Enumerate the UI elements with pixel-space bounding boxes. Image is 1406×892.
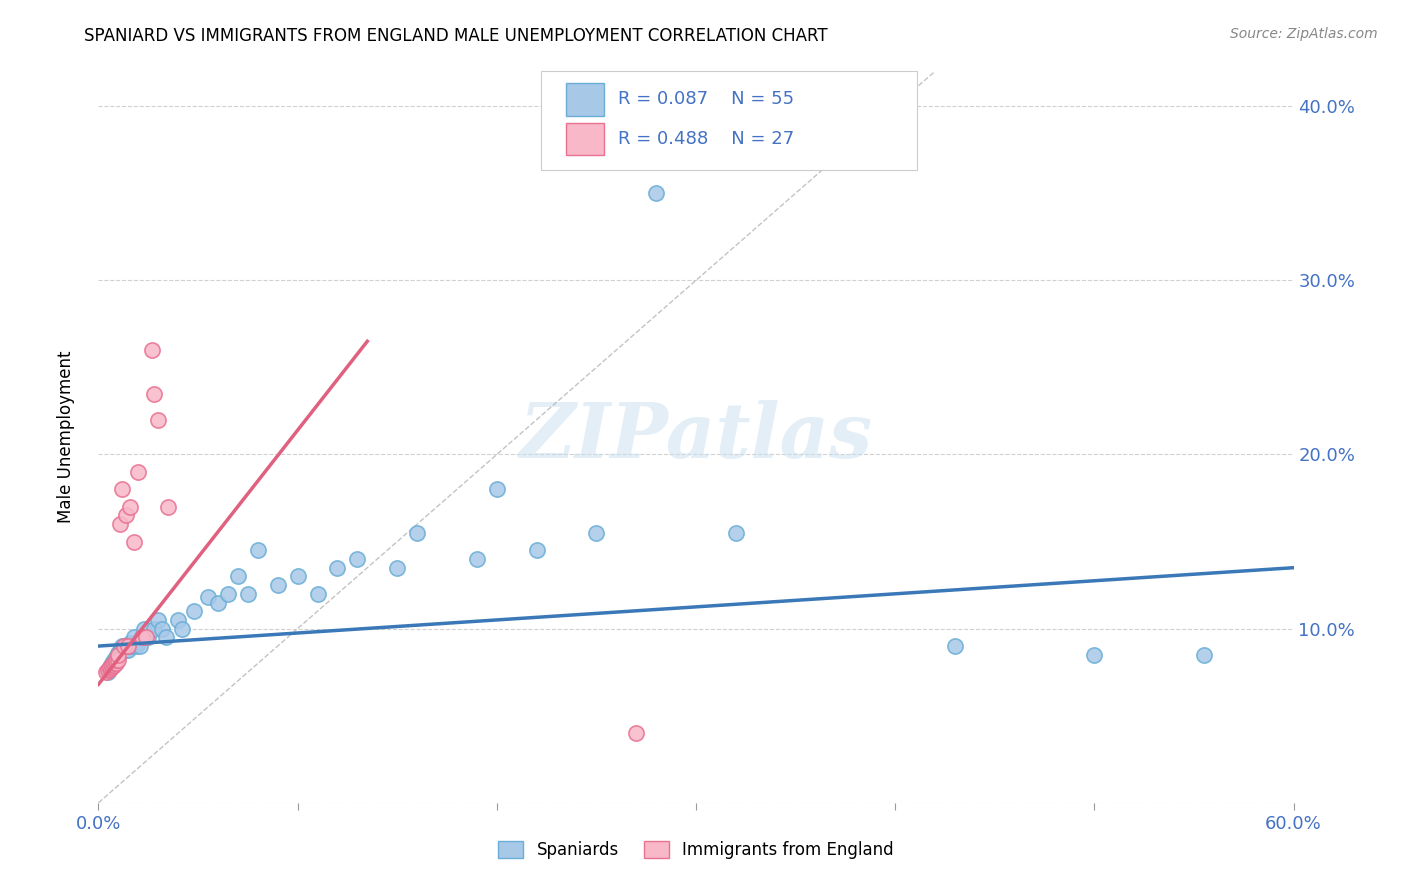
Point: [112, 639, 135, 653]
Point: [124, 635, 146, 649]
Point: [105, 657, 128, 671]
Point: [105, 653, 128, 667]
Point: [246, 543, 269, 558]
Point: [124, 534, 146, 549]
Point: [465, 552, 488, 566]
FancyBboxPatch shape: [565, 123, 605, 155]
Point: [143, 622, 166, 636]
Point: [107, 646, 129, 660]
Point: [141, 343, 163, 357]
Text: R = 0.087    N = 55: R = 0.087 N = 55: [619, 90, 794, 109]
Point: [127, 635, 149, 649]
Point: [226, 569, 249, 583]
Point: [111, 639, 134, 653]
Point: [346, 552, 368, 566]
Point: [485, 483, 508, 497]
Point: [157, 500, 180, 514]
Point: [117, 639, 139, 653]
Point: [97, 664, 120, 678]
Point: [526, 543, 548, 558]
Point: [101, 658, 124, 673]
Point: [183, 604, 205, 618]
Point: [136, 631, 159, 645]
Point: [217, 587, 239, 601]
Text: R = 0.488    N = 27: R = 0.488 N = 27: [619, 130, 794, 148]
Point: [115, 642, 138, 657]
Point: [406, 525, 429, 540]
Point: [167, 613, 190, 627]
Point: [110, 517, 132, 532]
Point: [585, 525, 607, 540]
Point: [127, 465, 149, 479]
Text: Source: ZipAtlas.com: Source: ZipAtlas.com: [1230, 27, 1378, 41]
Point: [111, 642, 134, 657]
Point: [120, 635, 142, 649]
Point: [101, 660, 124, 674]
Point: [626, 726, 648, 740]
Text: ZIPatlas: ZIPatlas: [519, 401, 873, 474]
Point: [129, 639, 152, 653]
Point: [111, 483, 134, 497]
Point: [117, 639, 139, 653]
Point: [103, 658, 125, 673]
Point: [724, 525, 747, 540]
Point: [148, 412, 170, 426]
Point: [103, 653, 125, 667]
Legend: Spaniards, Immigrants from England: Spaniards, Immigrants from England: [489, 833, 903, 868]
Point: [267, 578, 290, 592]
Point: [125, 639, 148, 653]
Point: [98, 660, 122, 674]
Point: [115, 508, 138, 523]
FancyBboxPatch shape: [541, 71, 917, 170]
Point: [98, 660, 122, 674]
Y-axis label: Male Unemployment: Male Unemployment: [56, 351, 75, 524]
Point: [110, 644, 132, 658]
FancyBboxPatch shape: [565, 83, 605, 116]
Point: [98, 662, 122, 676]
Point: [97, 665, 120, 680]
Point: [134, 622, 156, 636]
Point: [121, 639, 143, 653]
Point: [117, 642, 139, 657]
Point: [96, 665, 118, 680]
Point: [236, 587, 259, 601]
Point: [107, 653, 129, 667]
Point: [172, 622, 194, 636]
Point: [385, 560, 409, 574]
Point: [135, 631, 157, 645]
Point: [101, 657, 124, 671]
Point: [307, 587, 329, 601]
Point: [107, 648, 129, 662]
Point: [1192, 648, 1215, 662]
Point: [645, 186, 668, 201]
Point: [112, 639, 135, 653]
Point: [105, 653, 128, 667]
Point: [120, 500, 142, 514]
Point: [131, 631, 153, 645]
Point: [1083, 648, 1105, 662]
Point: [943, 639, 966, 653]
Point: [105, 649, 128, 664]
Point: [197, 591, 219, 605]
Point: [131, 631, 153, 645]
Point: [150, 622, 173, 636]
Point: [155, 631, 177, 645]
Point: [143, 386, 166, 401]
Point: [107, 648, 129, 662]
Point: [207, 595, 229, 609]
Point: [326, 560, 349, 574]
Point: [287, 569, 309, 583]
Point: [124, 631, 146, 645]
Text: SPANIARD VS IMMIGRANTS FROM ENGLAND MALE UNEMPLOYMENT CORRELATION CHART: SPANIARD VS IMMIGRANTS FROM ENGLAND MALE…: [84, 27, 828, 45]
Point: [103, 657, 125, 671]
Point: [103, 657, 125, 671]
Point: [148, 613, 170, 627]
